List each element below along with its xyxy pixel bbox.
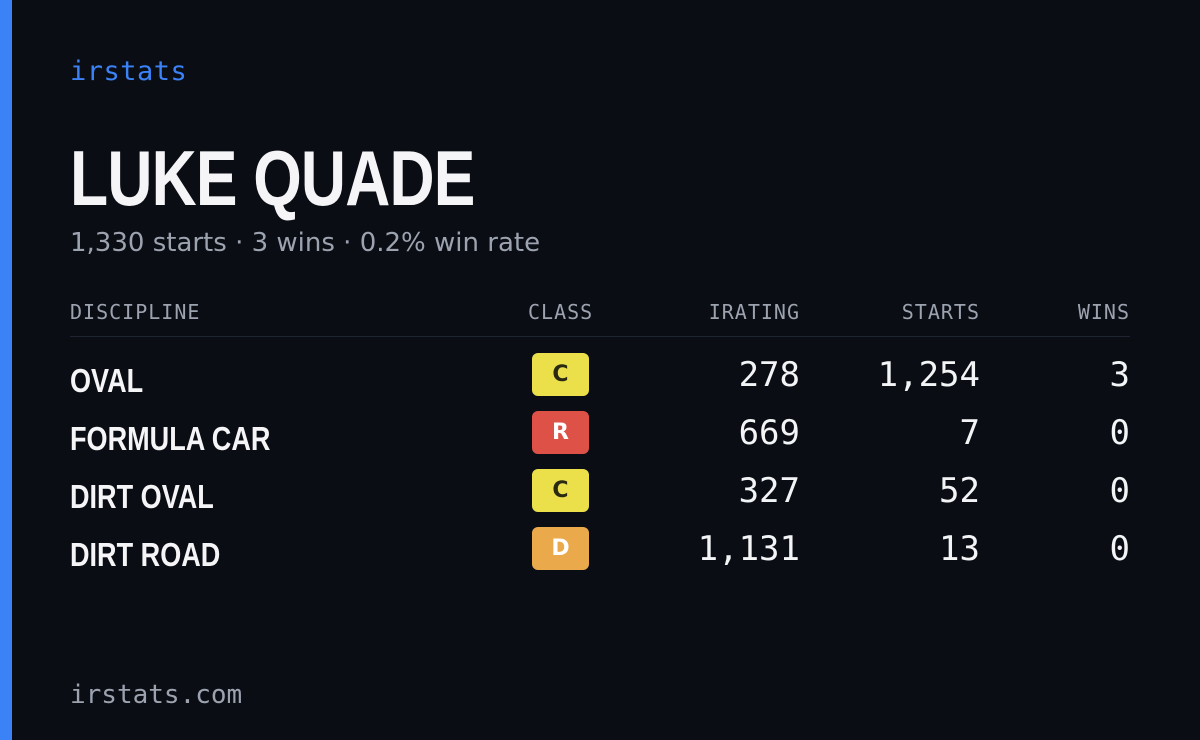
row-starts: 7 (959, 413, 980, 453)
row-starts: 13 (939, 529, 980, 569)
table-row: DIRT ROAD D 1,131 13 0 (70, 511, 1130, 573)
row-discipline: OVAL (70, 362, 144, 399)
row-discipline: DIRT ROAD (70, 536, 221, 573)
table-row: DIRT OVAL C 327 52 0 (70, 453, 1130, 515)
row-discipline: DIRT OVAL (70, 478, 214, 515)
driver-name: LUKE QUADE (70, 134, 475, 222)
accent-bar (0, 0, 12, 740)
row-wins: 0 (1109, 413, 1130, 453)
license-class-badge: D (532, 527, 589, 570)
brand-logo-text: irstats (70, 56, 188, 87)
row-irating: 327 (738, 471, 800, 511)
driver-summary: 1,330 starts · 3 wins · 0.2% win rate (70, 228, 541, 258)
row-starts: 1,254 (877, 355, 980, 395)
row-irating: 669 (738, 413, 800, 453)
table-row: OVAL C 278 1,254 3 (70, 337, 1130, 399)
row-discipline: FORMULA CAR (70, 420, 271, 457)
license-class-badge: C (532, 353, 589, 396)
row-wins: 3 (1109, 355, 1130, 395)
license-class-badge: C (532, 469, 589, 512)
header-wins: WINS (1077, 300, 1130, 324)
table-row: FORMULA CAR R 669 7 0 (70, 395, 1130, 457)
row-starts: 52 (939, 471, 980, 511)
table-header: DISCIPLINE CLASS IRATING STARTS WINS (70, 296, 1130, 337)
header-starts: STARTS (901, 300, 980, 324)
header-class: CLASS (528, 300, 594, 324)
license-class-badge: R (532, 411, 589, 454)
header-irating: IRATING (708, 300, 800, 324)
row-wins: 0 (1109, 471, 1130, 511)
row-irating: 1,131 (697, 529, 800, 569)
footer-site-url: irstats.com (70, 680, 243, 710)
row-wins: 0 (1109, 529, 1130, 569)
row-irating: 278 (738, 355, 800, 395)
header-discipline: DISCIPLINE (70, 300, 201, 324)
stats-table: DISCIPLINE CLASS IRATING STARTS WINS OVA… (70, 296, 1130, 573)
